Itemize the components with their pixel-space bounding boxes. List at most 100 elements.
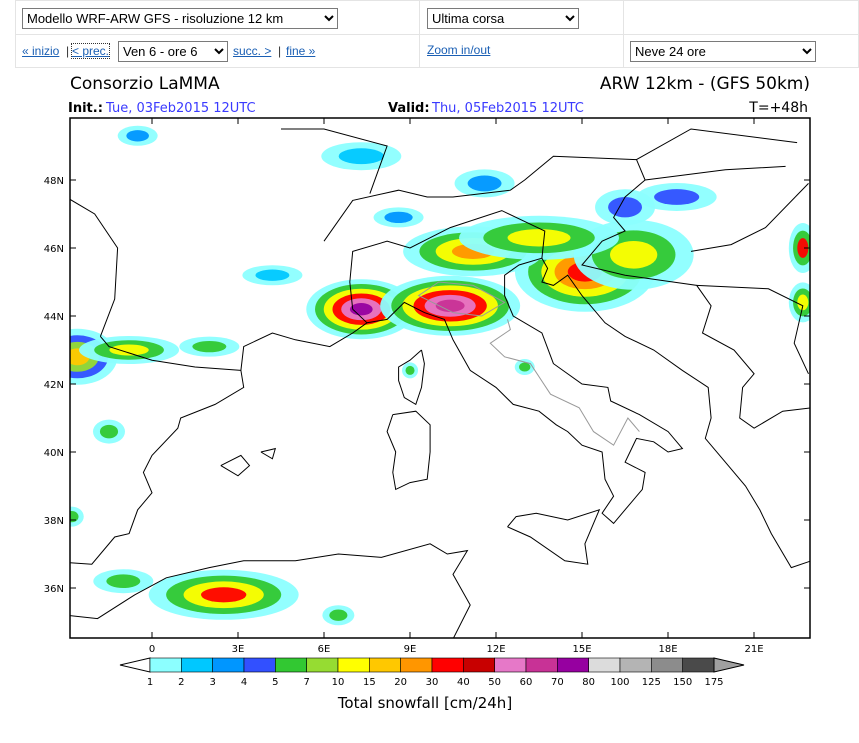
snow-area [797,238,809,258]
region-border [417,281,506,317]
coastline [645,165,786,181]
colorbar-label: 1 [147,677,153,688]
snow-area [608,197,643,218]
colorbar-arrow [713,657,745,673]
lat-label: 46N [44,244,64,255]
colorbar-label: 50 [488,677,501,688]
coastline [100,336,241,371]
coastline [507,508,601,565]
time-select[interactable]: Ven 6 - ore 6 [118,41,228,62]
org-title: Consorzio LaMMA [70,74,220,94]
lat-label: 36N [44,584,64,595]
colorbar-arrow [119,657,151,673]
model-title: ARW 12km - (GFS 50km) [600,74,810,94]
lat-label: 38N [44,516,64,527]
coastline [281,128,388,194]
snow-area [338,148,384,165]
coastline [260,447,277,460]
snow-area [329,609,348,621]
colorbar-label: 20 [394,677,407,688]
snow-area [797,294,809,311]
init-label: Init.: [68,101,103,116]
colorbar-label: 30 [426,677,439,688]
snow-area [507,229,571,247]
snow-area [70,510,79,523]
colorbar-label: 60 [520,677,533,688]
colorbar-label: 80 [582,677,595,688]
colorbar-box [306,657,339,673]
colorbar-box [651,657,683,673]
coastline [366,257,810,569]
run-select[interactable]: Ultima corsa [427,8,579,29]
colorbar-box [619,657,652,673]
snow-field [70,125,810,626]
colorbar-label: 10 [332,677,345,688]
snow-area [384,211,413,224]
field-select[interactable]: Neve 24 ore [630,41,816,62]
colorbar-box [149,657,182,673]
snow-area [654,189,700,205]
colorbar-label: 125 [642,677,661,688]
colorbar-box [525,657,558,673]
coastline [220,454,251,477]
coastline [696,284,809,375]
coastline [398,349,425,406]
colorbar-box [212,657,245,673]
colorbar-box [557,657,589,673]
snow-area [519,362,531,372]
separator: | [278,44,282,58]
init-time: Tue, 03Feb2015 12UTC [105,101,256,116]
colorbar-label: 5 [272,677,278,688]
lat-label: 42N [44,380,64,391]
region-border [489,319,640,446]
colorbar-label: 4 [241,677,247,688]
lon-label: 0 [149,644,155,655]
snow-area [201,587,247,603]
snow-area [192,340,227,353]
prev-link[interactable]: < prec. [70,43,111,59]
coastline [349,210,546,324]
valid-label: Valid: [388,101,430,116]
lon-label: 12E [486,644,505,655]
colorbar-box [588,657,621,673]
model-select[interactable]: Modello WRF-ARW GFS - risoluzione 12 km [22,8,338,29]
colorbar-box [369,657,401,673]
colorbar-box [400,657,433,673]
last-link[interactable]: fine » [286,44,316,58]
lon-label: 3E [232,644,245,655]
colorbar-label: 7 [303,677,309,688]
coastline [70,198,119,337]
lat-label: 40N [44,448,64,459]
colorbar-label: 2 [178,677,184,688]
lon-label: 9E [404,644,417,655]
map-frame [69,117,811,639]
colorbar-box [682,657,715,673]
lon-label: 18E [658,644,677,655]
colorbar-label: 150 [673,677,692,688]
snow-area [405,365,415,375]
colorbar-box [337,657,370,673]
colorbar-box [181,657,213,673]
first-link[interactable]: « inizio [22,44,60,58]
next-link[interactable]: succ. > [233,44,272,58]
lon-label: 21E [744,644,763,655]
coastline [636,128,798,161]
toolbar-cell [623,0,859,35]
colorbar-label: 40 [457,677,470,688]
zoom-link[interactable]: Zoom in/out [427,43,491,57]
snow-area [610,241,658,269]
coastline [386,410,431,491]
coastline [70,322,368,565]
colorbar-box [463,657,495,673]
lon-label: 6E [318,644,331,655]
colorbar-label: 100 [610,677,629,688]
snow-area [99,424,119,439]
coastlines [70,128,810,638]
colorbar-box [275,657,307,673]
snow-area [126,130,149,142]
snow-area [255,269,290,281]
coastline [323,155,810,429]
colorbar-label: 70 [551,677,564,688]
snow-area [106,574,141,588]
